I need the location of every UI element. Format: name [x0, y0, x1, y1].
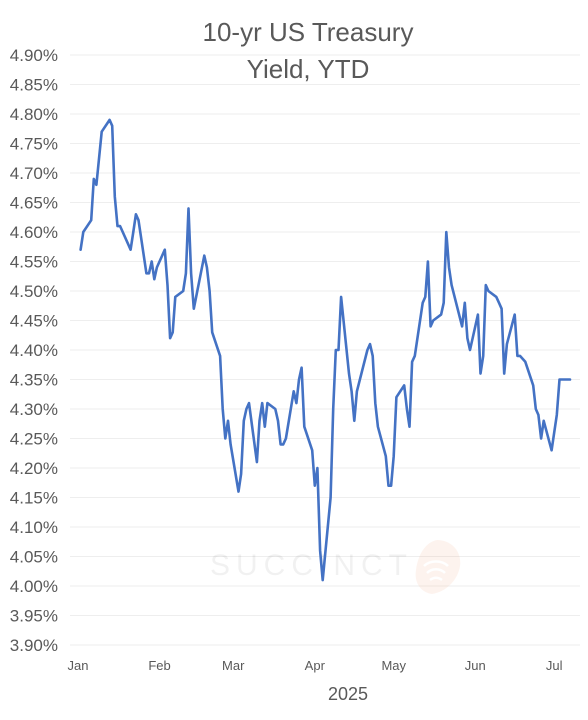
x-tick-label: Apr: [305, 658, 326, 673]
x-axis-label: 2025: [328, 684, 368, 704]
x-axis-tick-labels: Jan Feb Mar Apr May Jun Jul: [68, 658, 563, 673]
y-tick-label: 4.65%: [10, 194, 58, 213]
x-tick-label: May: [381, 658, 406, 673]
y-tick-label: 4.80%: [10, 105, 58, 124]
series-line-0: [79, 118, 572, 582]
y-tick-label: 4.25%: [10, 430, 58, 449]
chart-title: 10-yr US Treasury Yield, YTD: [203, 17, 414, 84]
y-tick-label: 4.15%: [10, 489, 58, 508]
chart-title-line-1: 10-yr US Treasury: [203, 17, 414, 47]
y-tick-label: 4.60%: [10, 223, 58, 242]
y-tick-label: 4.00%: [10, 577, 58, 596]
watermark-text: SUCCINCT: [210, 549, 413, 582]
y-tick-label: 4.45%: [10, 312, 58, 331]
chart-title-line-2: Yield, YTD: [247, 54, 370, 84]
y-tick-label: 4.55%: [10, 253, 58, 272]
y-tick-label: 4.05%: [10, 548, 58, 567]
y-tick-label: 4.20%: [10, 459, 58, 478]
y-tick-label: 4.50%: [10, 282, 58, 301]
y-tick-label: 4.10%: [10, 518, 58, 537]
x-tick-label: Jan: [68, 658, 89, 673]
watermark: SUCCINCT: [210, 540, 461, 594]
y-tick-label: 4.40%: [10, 341, 58, 360]
series-layer: [79, 118, 572, 582]
y-tick-label: 3.95%: [10, 607, 58, 626]
y-tick-label: 3.90%: [10, 636, 58, 655]
y-tick-label: 4.85%: [10, 76, 58, 95]
gridlines: [70, 54, 580, 646]
x-tick-label: Jun: [465, 658, 486, 673]
x-tick-label: Feb: [148, 658, 170, 673]
y-tick-label: 4.35%: [10, 371, 58, 390]
watermark-logo-icon: [415, 540, 461, 594]
y-tick-label: 4.90%: [10, 46, 58, 65]
y-tick-label: 4.30%: [10, 400, 58, 419]
x-tick-label: Jul: [546, 658, 563, 673]
x-tick-label: Mar: [222, 658, 245, 673]
y-tick-label: 4.75%: [10, 135, 58, 154]
y-tick-label: 4.70%: [10, 164, 58, 183]
y-axis-tick-labels: 3.90% 3.95% 4.00% 4.05% 4.10% 4.15% 4.20% 4.25%…: [10, 46, 58, 655]
